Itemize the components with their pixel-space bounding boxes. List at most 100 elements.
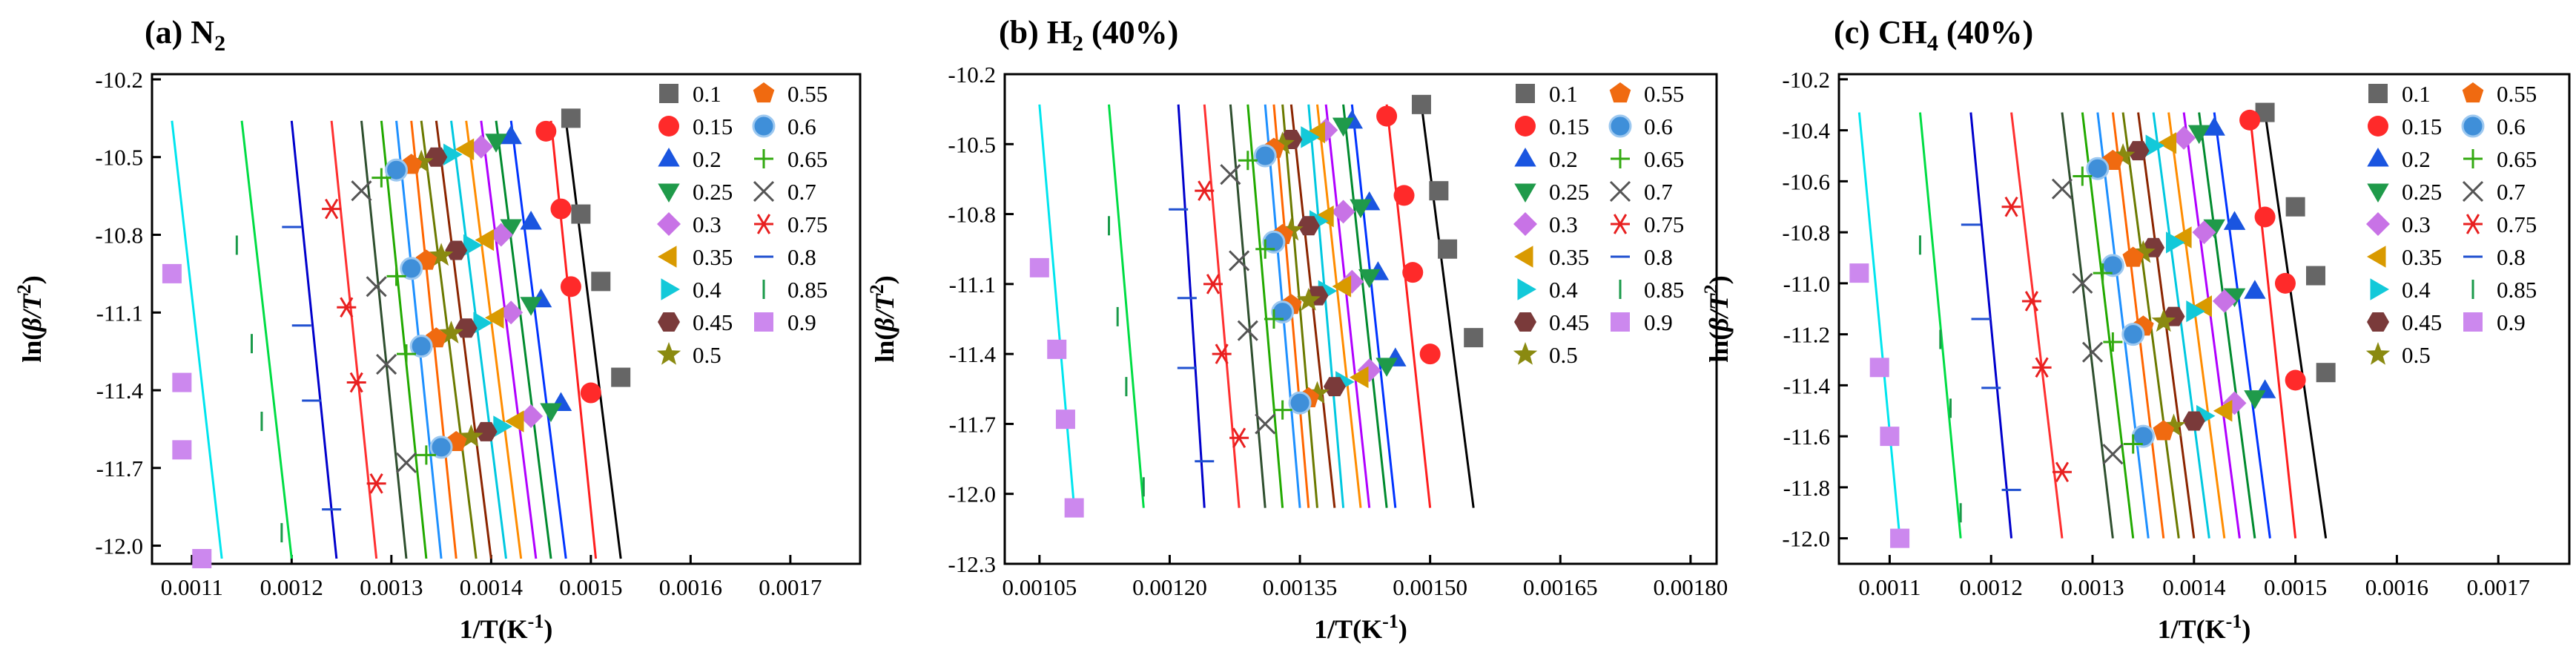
data-point-0.35 — [505, 410, 524, 433]
data-point-0.6 — [385, 158, 409, 182]
y-axis-label: ln(β/T2) — [1700, 275, 1734, 362]
legend-marker — [2463, 312, 2483, 332]
data-point-0.5 — [429, 243, 454, 266]
legend-label: 0.35 — [1549, 244, 1589, 270]
data-point-0.65 — [2123, 434, 2143, 454]
legend-marker — [2368, 116, 2388, 137]
data-point-0.7 — [2081, 341, 2104, 363]
legend-marker — [658, 312, 680, 332]
legend-item: 0.65 — [754, 146, 828, 172]
fit-line-0.75 — [1203, 104, 1241, 508]
legend-label: 0.35 — [693, 244, 733, 270]
legend-label: 0.75 — [2497, 211, 2537, 237]
data-point-0.4 — [493, 415, 512, 438]
data-point-0.7 — [2051, 178, 2073, 200]
data-point-0.1 — [561, 108, 581, 128]
data-point-0.15 — [2285, 369, 2306, 391]
legend-marker — [658, 148, 680, 167]
legend-label: 0.55 — [2497, 81, 2537, 107]
legend-marker — [754, 149, 773, 168]
data-point-0.65 — [1238, 151, 1258, 171]
data-point-0.5 — [1305, 381, 1330, 404]
fit-line-0.45 — [435, 120, 492, 559]
legend-label: 0.85 — [1644, 277, 1684, 303]
data-point-0.15 — [560, 276, 581, 297]
legend-item: 0.85 — [762, 277, 828, 303]
legend-marker — [1514, 246, 1533, 268]
y-tick-label: -11.1 — [949, 272, 996, 297]
data-point-0.15 — [2254, 206, 2276, 228]
data-point-0.4 — [2145, 134, 2165, 157]
legend-marker — [2365, 342, 2391, 365]
legend-item: 0.8 — [1611, 244, 1673, 270]
data-point-0.7 — [351, 180, 372, 202]
legend-label: 0.4 — [693, 277, 721, 303]
legend-item: 0.15 — [658, 114, 733, 139]
legend-label: 0.3 — [2402, 211, 2431, 237]
legend-marker — [659, 84, 678, 103]
data-points — [1849, 102, 2336, 548]
fit-line-0.15 — [1385, 104, 1432, 508]
data-point-0.3 — [2172, 125, 2196, 150]
legend-label: 0.8 — [1644, 244, 1673, 270]
fit-line-0.85 — [240, 120, 293, 559]
data-point-0.15 — [1419, 343, 1441, 365]
data-point-0.2 — [2223, 211, 2246, 230]
data-point-0.35 — [1306, 121, 1325, 144]
data-point-0.15 — [1402, 262, 1424, 283]
data-point-0.6 — [429, 435, 453, 459]
x-tick-label: 0.0016 — [659, 574, 722, 600]
fit-line-0.4 — [450, 120, 507, 559]
data-point-0.25 — [1375, 358, 1398, 377]
data-point-0.1 — [591, 272, 611, 292]
y-tick-label: -11.7 — [96, 456, 143, 481]
y-tick-label: -11.4 — [1783, 372, 1831, 398]
legend-marker — [753, 180, 775, 203]
fit-line-0.4 — [1307, 104, 1345, 508]
data-point-0.1 — [571, 204, 591, 224]
legend-marker — [2462, 180, 2484, 203]
legend-marker — [1517, 278, 1536, 300]
legend-marker — [1516, 84, 1535, 103]
x-tick-label: 0.0014 — [2162, 574, 2226, 600]
data-point-0.2 — [2244, 280, 2266, 299]
data-point-0.5 — [2131, 240, 2156, 263]
legend-marker — [2368, 84, 2388, 103]
y-tick-label: -12.0 — [1782, 526, 1830, 552]
data-points — [1029, 94, 1484, 518]
legend-item: 0.5 — [656, 342, 721, 368]
x-tick-label: 0.00105 — [1002, 574, 1077, 600]
panel-2: (b) H2 (40%) 0.00105 0.00120 0.00135 0.00150… — [866, 14, 1728, 644]
y-tick-label: -10.6 — [1782, 168, 1830, 194]
data-point-0.9 — [1064, 498, 1084, 518]
legend-item: 0.75 — [2463, 211, 2537, 237]
fit-line-0.35 — [2167, 112, 2226, 539]
data-point-0.65 — [1272, 400, 1292, 420]
data-point-0.6 — [400, 257, 423, 280]
data-point-0.15 — [1376, 105, 1398, 127]
data-point-0.15 — [2239, 109, 2261, 131]
data-point-0.25 — [540, 403, 562, 422]
legend-item: 0.9 — [754, 309, 816, 335]
y-tick-label: -11.8 — [1783, 475, 1830, 501]
data-point-0.3 — [1331, 200, 1355, 224]
data-point-0.55 — [2153, 420, 2174, 441]
data-point-0.2 — [520, 211, 542, 230]
panel-title: (a) N2 — [145, 14, 225, 56]
data-point-0.35 — [2213, 400, 2233, 422]
data-point-0.7 — [395, 452, 417, 473]
data-point-0.75 — [1229, 427, 1249, 449]
data-point-0.65 — [416, 445, 436, 465]
data-point-0.7 — [1237, 320, 1258, 341]
legend-marker — [752, 114, 776, 138]
x-tick-label: 0.0011 — [1858, 574, 1921, 600]
legend-label: 0.2 — [693, 146, 721, 172]
fit-line-0.9 — [1038, 104, 1076, 508]
data-point-0.6 — [1262, 230, 1286, 254]
y-ticks: -12.0 -11.7 -11.4 -11.1 -10.8 -10.5 -10.2 — [95, 67, 161, 559]
legend-item: 0.15 — [2368, 114, 2442, 139]
fit-line-0.3 — [2182, 112, 2241, 539]
legend-marker — [1515, 116, 1536, 137]
data-point-0.65 — [2093, 263, 2113, 283]
data-point-0.9 — [1029, 257, 1049, 277]
